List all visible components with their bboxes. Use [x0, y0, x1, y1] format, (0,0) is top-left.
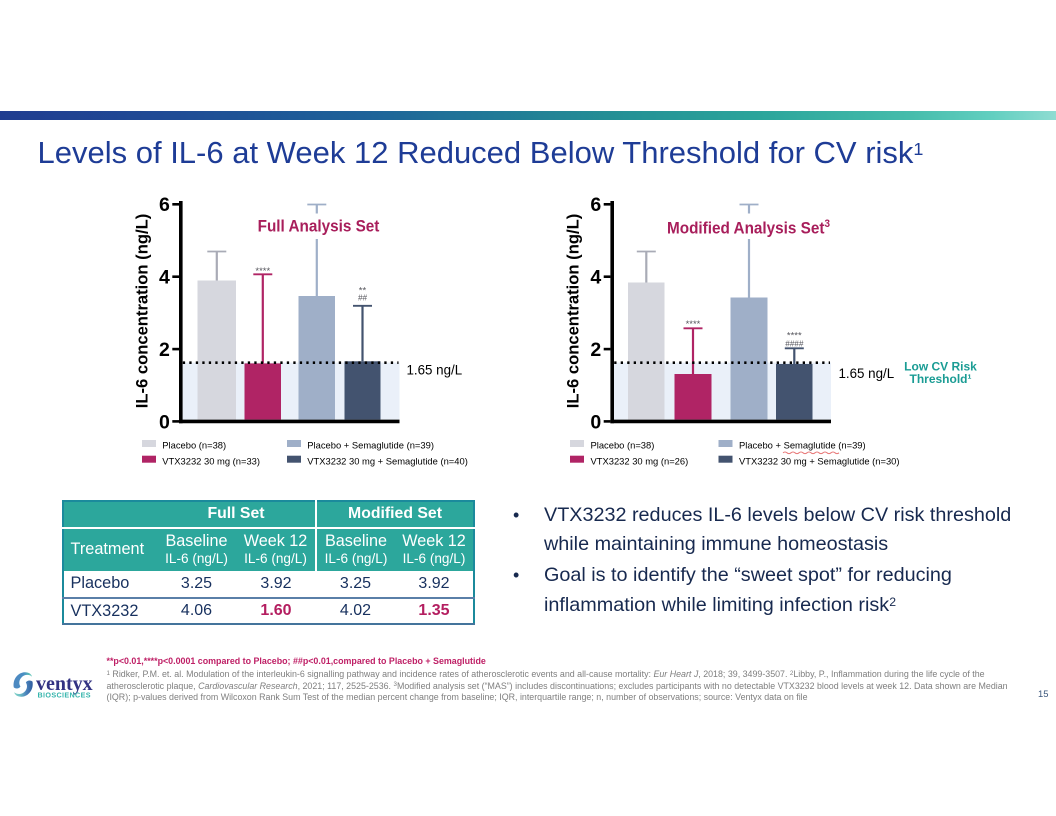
svg-text:BIOSCIENCES: BIOSCIENCES	[38, 691, 91, 700]
svg-text:Placebo + Semaglutide (n=39): Placebo + Semaglutide (n=39)	[739, 440, 866, 451]
svg-text:4: 4	[590, 267, 601, 289]
svg-text:##: ##	[358, 294, 368, 303]
svg-text:Modified Analysis Set3: Modified Analysis Set3	[667, 219, 830, 238]
svg-text:****: ****	[686, 319, 701, 330]
svg-text:IL-6 concentration (ng/L): IL-6 concentration (ng/L)	[132, 214, 151, 409]
svg-text:VTX3232 30 mg (n=26): VTX3232 30 mg (n=26)	[591, 455, 689, 466]
svg-text:Low CV Risk: Low CV Risk	[904, 360, 977, 374]
svg-text:2: 2	[590, 339, 601, 361]
svg-text:VTX3232 30 mg + Semaglutide (n: VTX3232 30 mg + Semaglutide (n=40)	[307, 455, 468, 466]
svg-text:Full Analysis Set: Full Analysis Set	[258, 217, 380, 236]
svg-text:6: 6	[159, 194, 170, 216]
svg-text:1.65 ng/L: 1.65 ng/L	[838, 365, 894, 380]
svg-text:6: 6	[590, 194, 601, 216]
svg-text:IL-6 concentration (ng/L): IL-6 concentration (ng/L)	[564, 214, 583, 409]
svg-text:0: 0	[590, 411, 601, 433]
svg-text:VTX3232 30 mg (n=33): VTX3232 30 mg (n=33)	[162, 455, 260, 466]
svg-text:2: 2	[159, 339, 170, 361]
svg-text:VTX3232 30 mg + Semaglutide (n: VTX3232 30 mg + Semaglutide (n=30)	[739, 455, 900, 466]
svg-text:1.65 ng/L: 1.65 ng/L	[407, 362, 463, 377]
svg-text:Placebo + Semaglutide (n=39): Placebo + Semaglutide (n=39)	[307, 440, 434, 451]
svg-text:**: **	[359, 286, 367, 297]
svg-text:****: ****	[787, 331, 802, 342]
svg-text:0: 0	[159, 411, 170, 433]
svg-text:****: ****	[255, 266, 270, 277]
svg-text:4: 4	[159, 267, 170, 289]
svg-text:Threshold¹: Threshold¹	[910, 372, 972, 386]
svg-text:####: ####	[785, 339, 804, 348]
svg-text:ventyx: ventyx	[36, 673, 93, 695]
svg-text:Placebo (n=38): Placebo (n=38)	[162, 440, 226, 451]
svg-text:Placebo (n=38): Placebo (n=38)	[591, 440, 655, 451]
